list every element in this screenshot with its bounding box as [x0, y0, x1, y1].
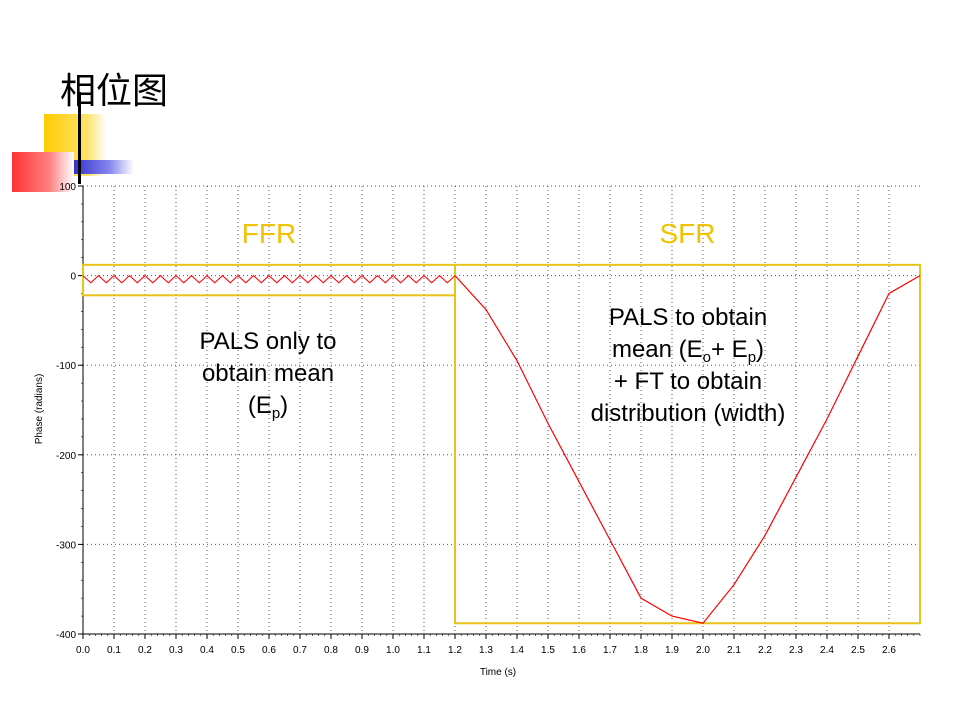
y-tick-label: -300 [56, 540, 76, 551]
x-tick-label: 2.6 [882, 645, 896, 656]
ffr-annotation-line2: obtain mean [201, 360, 335, 387]
y-tick-label: -400 [56, 630, 76, 641]
deco-vertical-line [78, 92, 81, 184]
sfr-annotation-line1: PALS to obtain [608, 304, 768, 331]
x-tick-label: 1.9 [665, 645, 679, 656]
x-tick-label: 2.2 [758, 645, 772, 656]
deco-blue-bar [74, 160, 134, 174]
axes-layer: 0.0 0.1 0.2 0.3 0.4 0.5 0.6 0.7 0.8 0.9 1.0 1.1 1.2 1… [56, 182, 921, 656]
x-tick-label: 1.5 [541, 645, 555, 656]
y-tick-label: -200 [56, 451, 76, 462]
sfr-annotation-line4: distribution (width) [590, 400, 786, 427]
series-layer [82, 274, 921, 624]
y-tick-label: 100 [59, 182, 76, 193]
x-tick-label: 2.0 [696, 645, 710, 656]
x-tick-label: 0.0 [76, 645, 90, 656]
x-tick-label: 0.8 [324, 645, 338, 656]
regions-layer: FFR SFR [82, 218, 921, 625]
sfr-annotation-line2: mean (Eo+ Ep) [611, 336, 765, 366]
x-tick-label: 2.3 [789, 645, 803, 656]
ffr-annotation-line1: PALS only to [199, 328, 337, 355]
x-tick-label: 1.8 [634, 645, 648, 656]
ffr-annotation: PALS only to obtain mean (Ep) [158, 326, 378, 422]
x-tick-label: 0.9 [355, 645, 369, 656]
x-tick-label: 1.4 [510, 645, 524, 656]
y-tick-label: -100 [56, 361, 76, 372]
x-tick-label: 1.3 [479, 645, 493, 656]
slide-title: 相位图 [60, 71, 169, 112]
x-tick-label: 0.4 [200, 645, 214, 656]
ffr-oscillation-line [82, 274, 456, 284]
x-tick-label: 2.4 [820, 645, 834, 656]
region-label-ffr: FFR [242, 218, 296, 249]
deco-red-block [12, 152, 74, 192]
y-axis-label: Phase (radians) [34, 374, 45, 445]
x-tick-label: 2.1 [727, 645, 741, 656]
x-tick-label: 1.7 [603, 645, 617, 656]
region-box-sfr [454, 263, 921, 625]
x-tick-label: 0.5 [231, 645, 245, 656]
grid-layer [83, 185, 920, 635]
x-tick-label: 1.0 [386, 645, 400, 656]
ffr-annotation-line3: (Ep) [247, 392, 289, 422]
x-tick-label: 1.6 [572, 645, 586, 656]
sfr-phase-line [454, 275, 921, 624]
x-tick-label: 1.1 [417, 645, 431, 656]
sfr-annotation: PALS to obtain mean (Eo+ Ep) + FT to obt… [558, 302, 818, 430]
y-tick-label: 0 [70, 272, 76, 283]
x-tick-label: 2.5 [851, 645, 865, 656]
x-tick-label: 0.1 [107, 645, 121, 656]
region-label-sfr: SFR [660, 218, 716, 249]
sfr-annotation-line3: + FT to obtain [613, 368, 763, 395]
x-tick-label: 0.6 [262, 645, 276, 656]
x-tick-label: 0.3 [169, 645, 183, 656]
x-axis-label: Time (s) [480, 667, 516, 678]
x-tick-label: 0.7 [293, 645, 307, 656]
x-tick-label: 1.2 [448, 645, 462, 656]
x-tick-label: 0.2 [138, 645, 152, 656]
